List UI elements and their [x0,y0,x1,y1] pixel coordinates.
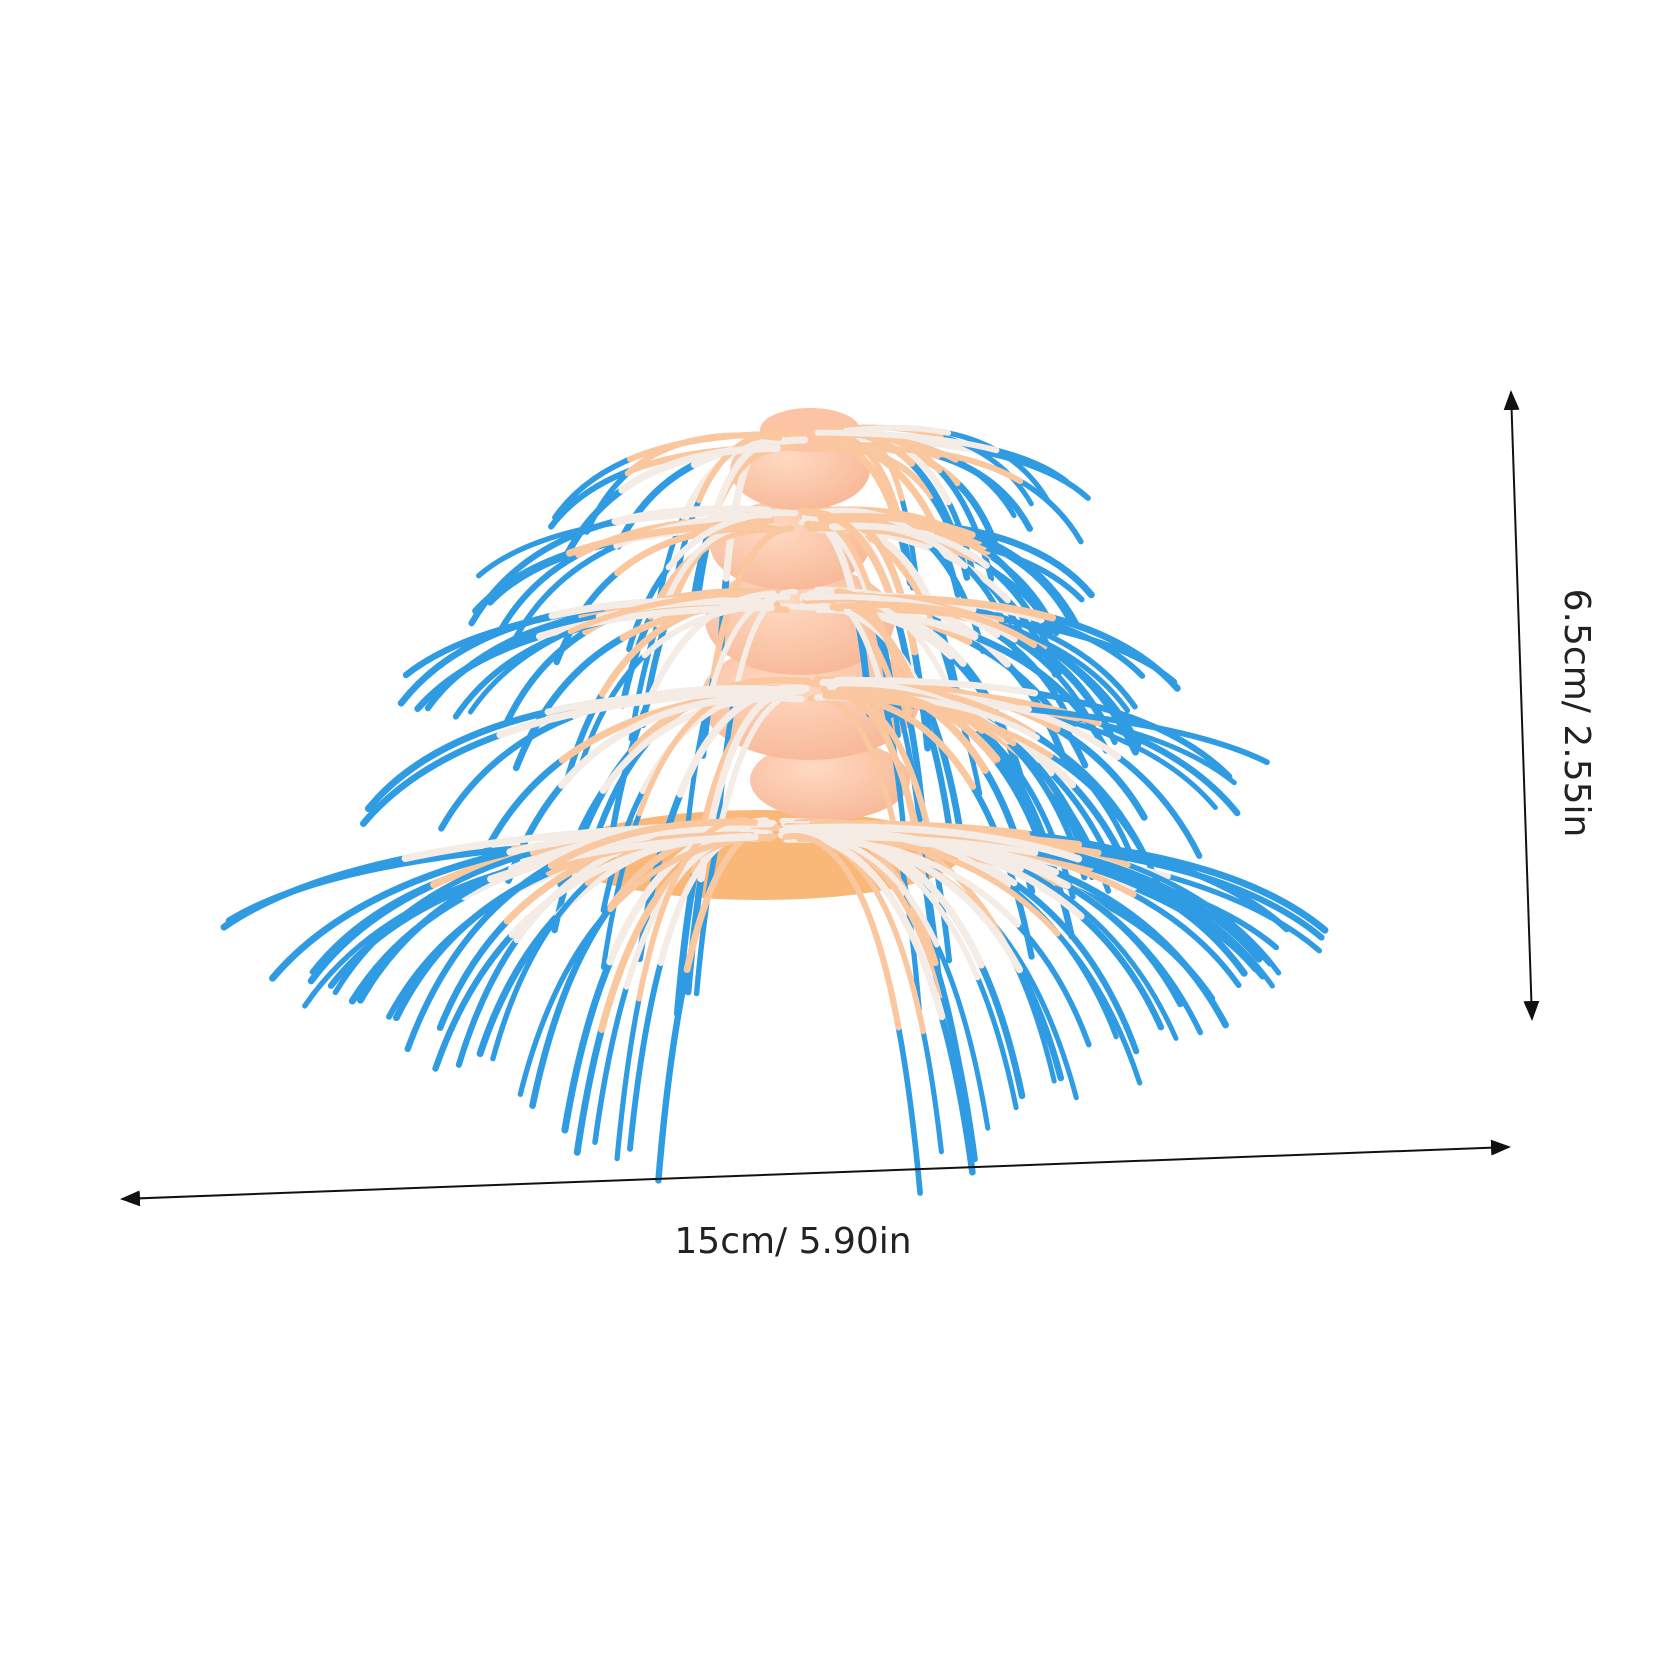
tentacle [823,692,1035,960]
tentacle [700,525,794,760]
tentacle [404,818,758,1053]
tentacle [428,600,764,706]
tentacle [824,438,914,587]
tentacle [804,826,1165,1031]
tentacle [843,424,1052,505]
tentacle [468,505,772,627]
height-label: 6.5cm/ 2.55in [1556,589,1597,838]
tentacle [414,604,775,713]
tentacle [782,823,1248,978]
tentacle [373,688,798,802]
tentacle [471,520,769,615]
tentacle [829,601,1118,746]
tentacle [817,513,1081,629]
tentacle [792,830,976,1176]
tentacle [693,436,788,608]
tentacle [504,693,784,885]
tentacle [509,511,773,647]
tentacle [816,833,1274,967]
tentacle [812,694,923,1013]
width-label: 15cm/ 5.90in [674,1221,911,1262]
tentacle [517,833,777,1098]
tentacle [635,684,810,963]
tentacle [782,833,924,1197]
height-arrow [1503,390,1540,1021]
tentacle [583,432,782,536]
width-arrow [120,1139,1511,1207]
tentacle [475,509,783,579]
tentacle [625,509,799,653]
tentacle [609,590,777,831]
tentacle [846,445,1084,545]
tentacle [842,689,1076,940]
tentacle [822,692,1150,864]
tentacle [804,508,918,706]
tentacle [560,444,781,564]
tentacle [553,524,782,666]
tentacle [356,823,751,1004]
tentacle [684,594,791,830]
tentacle [814,429,1070,485]
tentacle [814,432,962,598]
tentacle [809,834,1065,1082]
tentacles [220,424,1329,1197]
cone-layer [750,740,910,820]
tentacle [833,676,1233,780]
tentacle [830,522,1063,677]
tentacle [327,833,759,990]
tentacle [833,605,1178,685]
tentacle [467,587,781,715]
